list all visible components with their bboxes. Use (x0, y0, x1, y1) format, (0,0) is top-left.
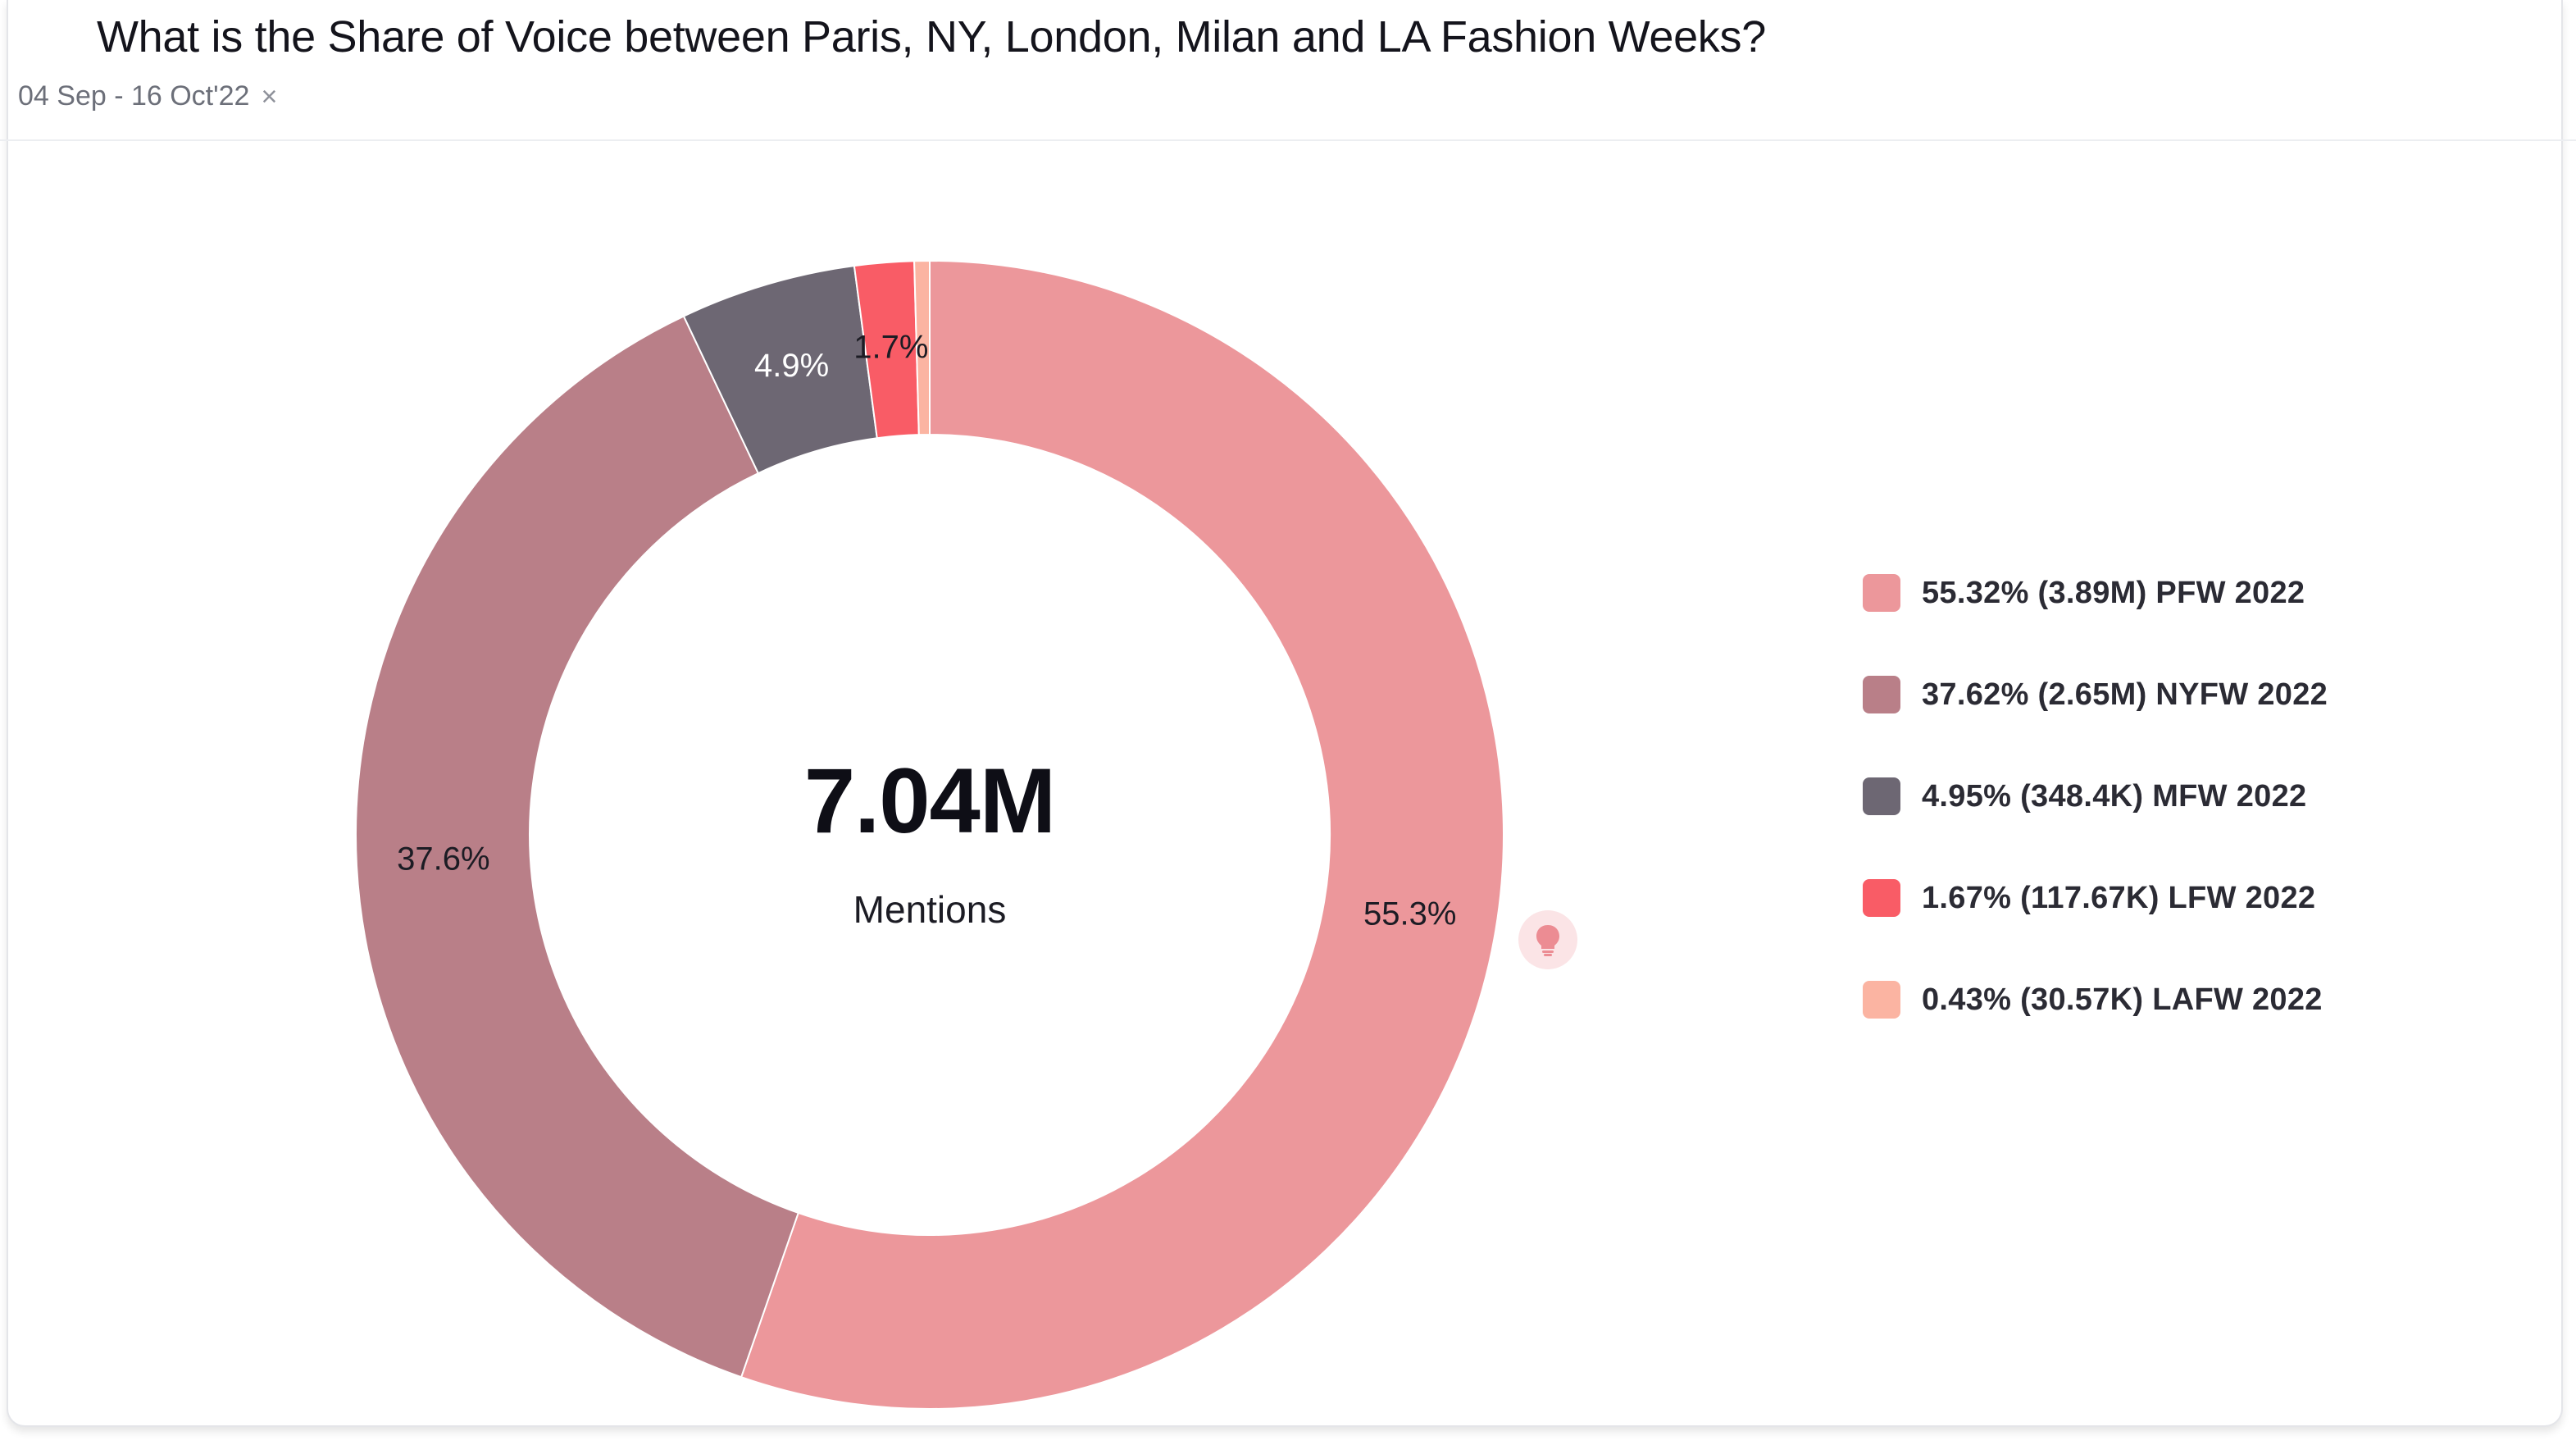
chart-legend: 55.32% (3.89M) PFW 2022 37.62% (2.65M) NY… (1863, 574, 2328, 1019)
legend-swatch (1863, 574, 1900, 612)
legend-item-mfw-2022[interactable]: 4.95% (348.4K) MFW 2022 (1863, 777, 2328, 815)
donut-slice-nyfw-2022[interactable] (355, 315, 800, 1379)
legend-swatch (1863, 676, 1900, 713)
slice-label-mfw-2022: 4.9% (754, 348, 829, 384)
legend-label: 55.32% (3.89M) PFW 2022 (1922, 575, 2305, 610)
date-filter-label: 04 Sep - 16 Oct'22 (18, 80, 250, 112)
legend-swatch (1863, 879, 1900, 917)
legend-label: 1.67% (117.67K) LFW 2022 (1922, 880, 2316, 915)
close-icon[interactable]: × (261, 80, 278, 112)
header-divider (0, 139, 2576, 141)
total-mentions-value: 7.04M (803, 750, 1056, 852)
legend-item-lafw-2022[interactable]: 0.43% (30.57K) LAFW 2022 (1863, 981, 2328, 1019)
donut-slice-pfw-2022[interactable] (740, 259, 1504, 1410)
legend-item-nyfw-2022[interactable]: 37.62% (2.65M) NYFW 2022 (1863, 676, 2328, 713)
slice-label-nyfw-2022: 37.6% (397, 841, 489, 877)
insight-button[interactable] (1518, 910, 1577, 969)
legend-label: 0.43% (30.57K) LAFW 2022 (1922, 982, 2323, 1017)
legend-swatch (1863, 981, 1900, 1019)
total-mentions-label: Mentions (853, 888, 1007, 931)
slice-label-lfw-2022: 1.7% (853, 329, 928, 365)
donut-slices (355, 259, 1504, 1410)
legend-label: 4.95% (348.4K) MFW 2022 (1922, 778, 2307, 814)
slice-label-pfw-2022: 55.3% (1363, 896, 1456, 932)
legend-swatch (1863, 777, 1900, 815)
lightbulb-icon (1536, 925, 1559, 956)
legend-label: 37.62% (2.65M) NYFW 2022 (1922, 677, 2328, 712)
legend-item-pfw-2022[interactable]: 55.32% (3.89M) PFW 2022 (1863, 574, 2328, 612)
legend-item-lfw-2022[interactable]: 1.67% (117.67K) LFW 2022 (1863, 879, 2328, 917)
donut-slice-labels: 55.3% 37.6% 4.9% 1.7% (397, 329, 1456, 932)
date-filter-chip[interactable]: 04 Sep - 16 Oct'22 × (18, 80, 277, 112)
chart-title: What is the Share of Voice between Paris… (97, 12, 1766, 62)
donut-slice-lafw-2022[interactable] (913, 259, 931, 436)
